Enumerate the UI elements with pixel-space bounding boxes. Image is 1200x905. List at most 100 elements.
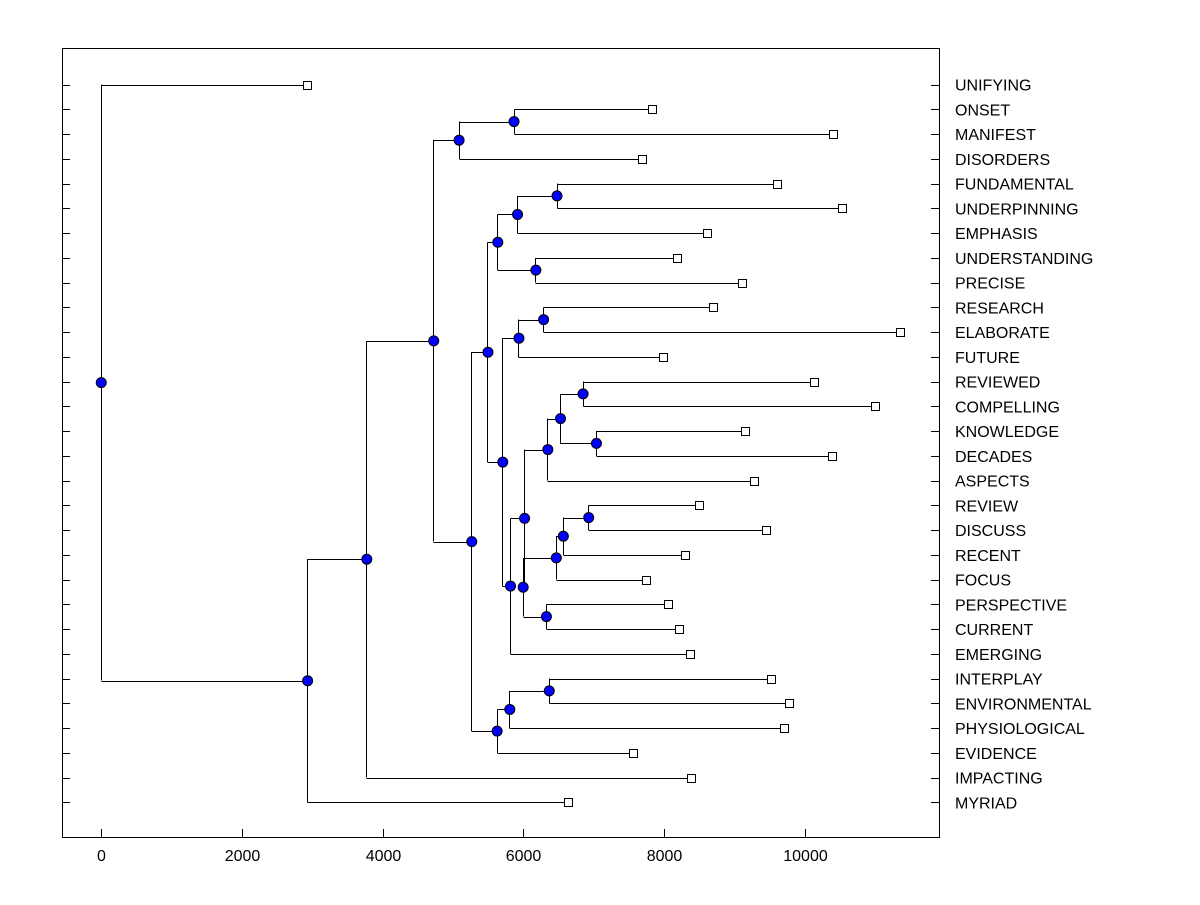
- x-tick-label: 0: [97, 848, 106, 865]
- merge-node: [550, 552, 562, 564]
- leaf-label: UNDERPINNING: [955, 201, 1079, 218]
- leaf-marker: [871, 402, 880, 411]
- merge-node: [512, 208, 524, 220]
- leaf-labels: UNIFYING ONSET MANIFEST DISORDERS FUNDAMENTA…: [955, 78, 1093, 813]
- leaf-marker: [303, 81, 312, 90]
- merge-node: [551, 190, 563, 202]
- leaf-marker: [681, 551, 690, 560]
- x-tick-label: 2000: [225, 848, 261, 865]
- merge-node: [95, 377, 107, 389]
- leaf-marker: [564, 798, 573, 807]
- leaf-label: FUTURE: [955, 350, 1020, 367]
- merge-node: [466, 536, 478, 548]
- merge-node: [513, 332, 525, 344]
- leaf-label: EMERGING: [955, 647, 1042, 664]
- leaf-label: UNIFYING: [955, 78, 1031, 95]
- merge-node: [428, 335, 440, 347]
- leaf-label: COMPELLING: [955, 399, 1060, 416]
- leaf-label: INTERPLAY: [955, 672, 1043, 689]
- merge-node: [542, 444, 554, 456]
- leaf-marker: [686, 650, 695, 659]
- leaf-marker: [695, 501, 704, 510]
- x-axis: 0 2000 4000 6000 8000 10000: [97, 829, 828, 865]
- leaf-marker: [687, 774, 696, 783]
- leaf-label: IMPACTING: [955, 771, 1043, 788]
- merge-node: [530, 264, 542, 276]
- x-tick-label: 6000: [506, 848, 542, 865]
- leaf-marker: [773, 180, 782, 189]
- leaf-label: ASPECTS: [955, 474, 1030, 491]
- leaf-marker: [638, 155, 647, 164]
- leaf-label: CURRENT: [955, 622, 1033, 639]
- merge-node: [583, 512, 595, 524]
- leaf-marker: [738, 279, 747, 288]
- merge-node: [504, 703, 516, 715]
- merge-node: [543, 685, 555, 697]
- leaf-label: ONSET: [955, 102, 1010, 119]
- leaf-label: UNDERSTANDING: [955, 251, 1093, 268]
- leaf-label: DISCUSS: [955, 523, 1026, 540]
- merge-node: [557, 530, 569, 542]
- leaf-marker: [785, 699, 794, 708]
- leaf-marker: [741, 427, 750, 436]
- leaf-marker: [709, 303, 718, 312]
- leaf-label: ENVIRONMENTAL: [955, 696, 1092, 713]
- leaf-label: RESEARCH: [955, 300, 1044, 317]
- leaf-marker: [675, 625, 684, 634]
- leaf-label: REVIEW: [955, 498, 1019, 515]
- leaf-marker: [703, 229, 712, 238]
- leaf-label: PERSPECTIVE: [955, 597, 1067, 614]
- merge-node: [538, 314, 550, 326]
- merge-node: [555, 413, 567, 425]
- leaf-marker: [750, 477, 759, 486]
- dendrogram-branches: [101, 84, 901, 803]
- x-tick-label: 4000: [366, 848, 402, 865]
- leaf-label: REVIEWED: [955, 375, 1040, 392]
- leaf-marker: [767, 675, 776, 684]
- merge-node: [302, 675, 314, 687]
- leaf-label: EMPHASIS: [955, 226, 1038, 243]
- leaf-marker: [780, 724, 789, 733]
- merge-node: [519, 512, 531, 524]
- leaf-marker: [829, 130, 838, 139]
- leaf-label: FUNDAMENTAL: [955, 177, 1074, 194]
- leaf-marker: [810, 378, 819, 387]
- merge-node: [492, 236, 504, 248]
- x-tick-label: 10000: [783, 848, 828, 865]
- leaf-markers: [303, 81, 905, 807]
- leaf-marker: [896, 328, 905, 337]
- leaf-marker: [762, 526, 771, 535]
- leaf-marker: [828, 452, 837, 461]
- x-tick-label: 8000: [647, 848, 683, 865]
- leaf-label: EVIDENCE: [955, 746, 1037, 763]
- merge-node: [491, 725, 503, 737]
- leaf-label: DISORDERS: [955, 152, 1050, 169]
- leaf-label: DECADES: [955, 449, 1032, 466]
- merge-node: [453, 134, 465, 146]
- leaf-marker: [838, 204, 847, 213]
- leaf-label: PHYSIOLOGICAL: [955, 721, 1085, 738]
- leaf-marker: [673, 254, 682, 263]
- leaf-marker: [664, 600, 673, 609]
- merge-node: [505, 580, 517, 592]
- merge-node: [482, 346, 494, 358]
- leaf-label: RECENT: [955, 548, 1021, 565]
- leaf-marker: [659, 353, 668, 362]
- y-tick-marks: [62, 85, 939, 803]
- leaf-label: KNOWLEDGE: [955, 424, 1059, 441]
- leaf-marker: [642, 576, 651, 585]
- leaf-label: MYRIAD: [955, 795, 1017, 812]
- leaf-label: PRECISE: [955, 276, 1025, 293]
- leaf-label: MANIFEST: [955, 127, 1036, 144]
- leaf-label: ELABORATE: [955, 325, 1050, 342]
- merge-node: [361, 553, 373, 565]
- merge-node: [540, 611, 552, 623]
- leaf-marker: [629, 749, 638, 758]
- merge-node: [590, 437, 602, 449]
- merge-node: [508, 116, 520, 128]
- leaf-label: FOCUS: [955, 573, 1011, 590]
- merge-node: [497, 456, 509, 468]
- merge-nodes: [95, 116, 602, 737]
